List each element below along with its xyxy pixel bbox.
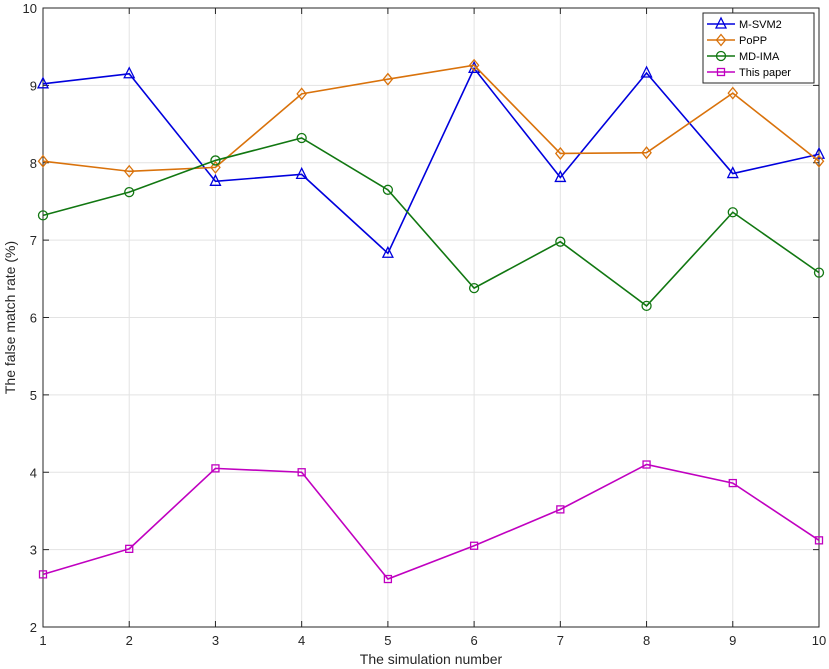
data-point-md-ima bbox=[382, 184, 394, 195]
data-point-md-ima bbox=[813, 267, 825, 278]
legend-label-popp: PoPP bbox=[739, 35, 767, 47]
data-point-m-svm2 bbox=[726, 166, 739, 179]
data-point-md-ima bbox=[468, 282, 480, 294]
y-tick-label: 10 bbox=[23, 1, 37, 16]
data-point-md-ima bbox=[727, 207, 738, 218]
data-point-popp bbox=[123, 164, 135, 178]
series-line-this-paper bbox=[42, 463, 820, 580]
data-point-popp bbox=[813, 154, 825, 168]
x-tick-label: 2 bbox=[126, 633, 133, 648]
y-tick-label: 3 bbox=[30, 543, 37, 558]
x-tick-label: 8 bbox=[643, 633, 650, 648]
x-tick-label: 10 bbox=[812, 633, 826, 648]
x-tick-label: 7 bbox=[557, 633, 564, 648]
data-point-this-paper bbox=[642, 460, 651, 469]
x-tick-label: 3 bbox=[212, 633, 219, 648]
data-point-this-paper bbox=[297, 468, 306, 477]
data-point-m-svm2 bbox=[295, 166, 308, 180]
data-point-md-ima bbox=[641, 300, 652, 312]
y-tick-label: 5 bbox=[30, 388, 37, 403]
data-point-m-svm2 bbox=[123, 66, 136, 79]
data-point-this-paper bbox=[125, 544, 134, 554]
data-point-this-paper bbox=[383, 574, 393, 584]
data-point-m-svm2 bbox=[554, 169, 567, 183]
data-point-m-svm2 bbox=[812, 146, 826, 159]
y-tick-label: 8 bbox=[30, 156, 37, 171]
x-tick-label: 6 bbox=[470, 633, 477, 648]
x-axis-label: The simulation number bbox=[360, 651, 503, 667]
x-tick-label: 4 bbox=[298, 633, 305, 648]
data-point-popp bbox=[554, 146, 566, 160]
data-point-m-svm2 bbox=[381, 245, 394, 258]
x-tick-label: 5 bbox=[384, 633, 391, 648]
y-tick-label: 6 bbox=[30, 311, 37, 326]
y-tick-label: 7 bbox=[30, 233, 37, 248]
y-tick-label: 4 bbox=[30, 465, 37, 480]
data-point-m-svm2 bbox=[36, 76, 50, 89]
data-point-popp bbox=[727, 86, 739, 100]
legend-marker-m-svm2 bbox=[714, 16, 728, 29]
y-tick-label: 2 bbox=[30, 620, 37, 635]
data-point-m-svm2 bbox=[209, 173, 222, 186]
legend-label-md-ima: MD-IMA bbox=[739, 51, 780, 63]
series-line-popp bbox=[42, 64, 820, 173]
data-point-this-paper bbox=[556, 505, 565, 514]
y-tick-label: 9 bbox=[30, 78, 37, 93]
legend: M-SVM2 PoPP MD-IMA This paper bbox=[702, 12, 815, 84]
series-this-paper bbox=[38, 460, 824, 584]
data-point-popp bbox=[37, 154, 49, 168]
series-popp bbox=[37, 58, 825, 178]
data-point-md-ima bbox=[296, 132, 307, 144]
data-point-popp bbox=[296, 87, 308, 101]
data-point-md-ima bbox=[555, 236, 566, 247]
data-point-md-ima bbox=[210, 155, 221, 166]
x-tick-label: 1 bbox=[39, 633, 46, 648]
data-point-popp bbox=[468, 58, 480, 72]
legend-marker-popp bbox=[715, 33, 727, 47]
data-point-this-paper bbox=[469, 541, 479, 550]
data-point-md-ima bbox=[37, 210, 49, 221]
data-point-m-svm2 bbox=[640, 65, 653, 78]
series-md-ima bbox=[37, 132, 825, 312]
data-point-this-paper bbox=[38, 570, 48, 579]
series-line-md-ima bbox=[42, 137, 820, 307]
data-point-this-paper bbox=[814, 536, 824, 545]
data-point-popp bbox=[641, 146, 652, 160]
legend-label-this-paper: This paper bbox=[739, 67, 791, 79]
y-axis-label: The false match rate (%) bbox=[2, 241, 18, 394]
legend-marker-this-paper bbox=[716, 67, 726, 77]
x-tick-label: 9 bbox=[729, 633, 736, 648]
data-point-md-ima bbox=[124, 187, 135, 198]
data-point-this-paper bbox=[728, 478, 737, 488]
data-point-popp bbox=[210, 160, 221, 174]
series-group bbox=[36, 58, 826, 584]
legend-label-m-svm2: M-SVM2 bbox=[739, 19, 782, 31]
data-point-popp bbox=[382, 72, 394, 86]
data-point-this-paper bbox=[211, 464, 220, 473]
legend-marker-md-ima bbox=[715, 50, 727, 62]
